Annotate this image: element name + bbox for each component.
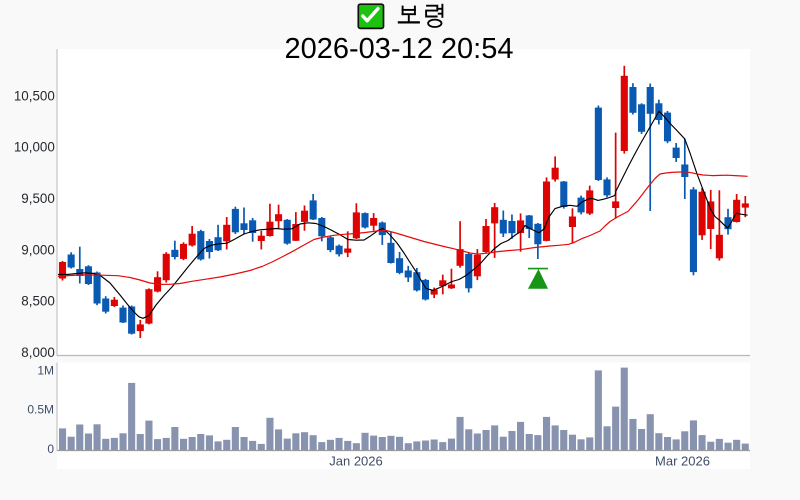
svg-text:9,500: 9,500 — [21, 191, 55, 206]
svg-text:10,500: 10,500 — [14, 89, 55, 104]
svg-text:9,000: 9,000 — [21, 243, 55, 258]
svg-text:2026-03-12 20:54: 2026-03-12 20:54 — [285, 33, 514, 65]
svg-text:Mar 2026: Mar 2026 — [655, 454, 710, 469]
svg-text:0.5M: 0.5M — [27, 403, 54, 417]
svg-text:Jan 2026: Jan 2026 — [329, 454, 383, 469]
svg-text:1M: 1M — [37, 363, 54, 377]
svg-text:8,000: 8,000 — [21, 345, 55, 360]
svg-text:8,500: 8,500 — [21, 294, 55, 309]
svg-text:10,000: 10,000 — [14, 140, 55, 155]
svg-text:0: 0 — [47, 442, 54, 456]
